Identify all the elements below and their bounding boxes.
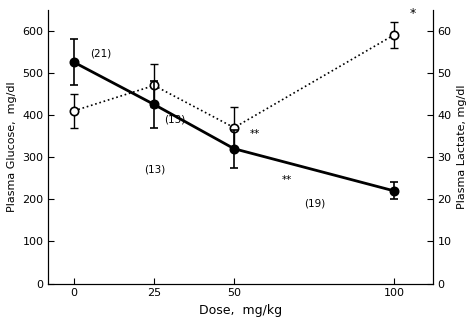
Text: (21): (21) [90, 49, 111, 59]
Y-axis label: Plasma Lactate, mg/dl: Plasma Lactate, mg/dl [457, 84, 467, 209]
Text: (13): (13) [164, 114, 185, 124]
Text: (13): (13) [145, 165, 166, 175]
X-axis label: Dose,  mg/kg: Dose, mg/kg [199, 304, 282, 317]
Text: **: ** [250, 129, 260, 139]
Text: (19): (19) [304, 199, 326, 209]
Text: *: * [410, 7, 416, 20]
Y-axis label: Plasma Glucose,  mg/dl: Plasma Glucose, mg/dl [7, 81, 17, 212]
Text: **: ** [282, 175, 292, 185]
